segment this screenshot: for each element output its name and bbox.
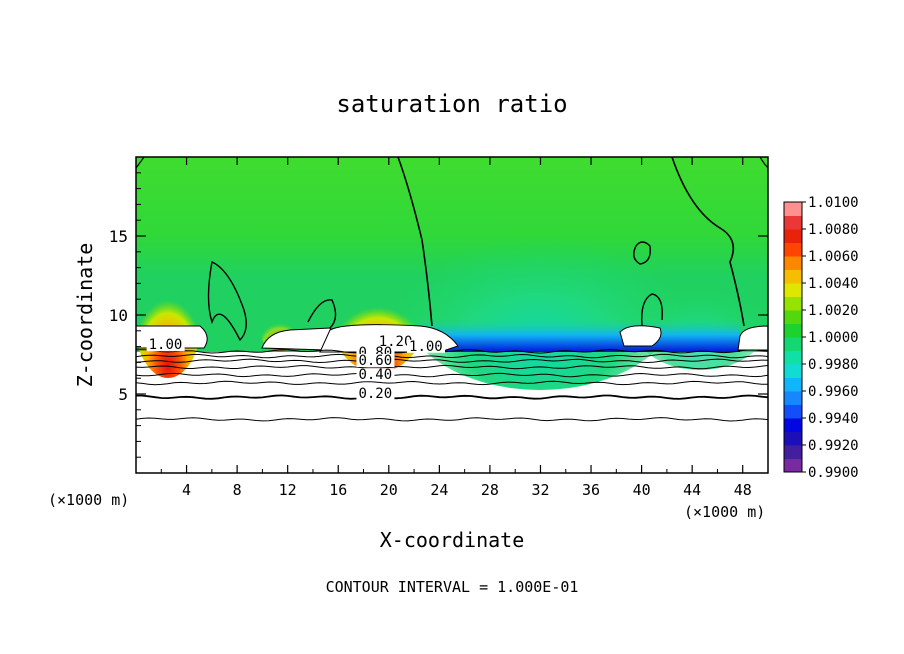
chart-title: saturation ratio (336, 90, 567, 118)
colorbar-swatch-10 (784, 323, 802, 338)
y-tick-label-1: 10 (109, 306, 128, 325)
colorbar-label-1: 1.0080 (808, 222, 859, 238)
colorbar-label-6: 0.9980 (808, 357, 859, 373)
contour-loop-2 (307, 299, 337, 329)
colorbar-label-7: 0.9960 (808, 384, 859, 400)
y-tick-label-2: 15 (109, 227, 128, 246)
contour-level-5 (136, 358, 768, 364)
colorbar-label-2: 1.0060 (808, 249, 859, 265)
contour-label-bg-2 (407, 339, 446, 353)
colorbar-swatch-0 (784, 458, 802, 473)
contour-label-bg-0 (146, 338, 185, 352)
contour-label-2: 1.00 (409, 339, 443, 355)
colorbar-swatch-18 (784, 215, 802, 230)
contour-level-0 (136, 417, 768, 422)
contour-label-5: 0.40 (358, 367, 392, 383)
colorbar-swatch-6 (784, 377, 802, 392)
contour-label-1: 1.20 (379, 334, 413, 350)
colorbar-swatch-4 (784, 404, 802, 419)
x-tick-label-6: 28 (481, 481, 499, 499)
hot-spot-left (136, 258, 202, 378)
colorbar-swatch-7 (784, 364, 802, 378)
x-tick-label-8: 36 (582, 481, 600, 499)
colorbar-labels: 1.0100 1.0080 1.0060 1.0040 1.0020 1.0000 0.99… (802, 195, 859, 481)
colorbar-swatch-3 (784, 418, 802, 432)
x-axis: 4 8 12 16 20 24 28 32 36 40 44 48 (160, 157, 752, 499)
colorbar-swatch-8 (784, 350, 802, 365)
y-tick-label-0: 5 (118, 385, 128, 404)
colorbar-swatch-11 (784, 310, 802, 324)
colorbar-swatch-17 (784, 229, 802, 243)
x-unit-right: (×1000 m) (684, 503, 765, 521)
y-axis-label: Z-coordinate (73, 243, 97, 388)
cloud-region-4 (619, 325, 662, 347)
x-axis-label: X-coordinate (380, 528, 525, 552)
colorbar-label-8: 0.9940 (808, 411, 859, 427)
x-tick-label-4: 20 (380, 481, 398, 499)
colorbar-swatch-14 (784, 269, 802, 284)
cloud-region-5 (737, 325, 768, 351)
blue-band (420, 318, 740, 352)
contour-label-4: 0.60 (358, 353, 392, 369)
colorbar-label-5: 1.0000 (808, 330, 859, 346)
x-tick-label-2: 12 (279, 481, 297, 499)
colorbar-swatch-13 (784, 283, 802, 297)
colorbar-label-0: 1.0100 (808, 195, 859, 211)
colorbar-label-9: 0.9920 (808, 438, 859, 454)
x-tick-label-11: 48 (734, 481, 752, 499)
colorbar-swatch-12 (784, 296, 802, 311)
colorbar-swatch-1 (784, 445, 802, 459)
x-tick-label-5: 24 (430, 481, 448, 499)
contour-line-1 (397, 157, 433, 327)
colorbar-swatch-9 (784, 337, 802, 351)
contour-label-0: 1.00 (149, 337, 183, 353)
colorbar-swatch-5 (784, 391, 802, 405)
colorbar-label-10: 0.9900 (808, 465, 859, 481)
colorbar-swatch-2 (784, 431, 802, 446)
x-tick-label-7: 32 (531, 481, 549, 499)
contour-line-2 (671, 157, 745, 327)
x-tick-label-3: 16 (329, 481, 347, 499)
x-unit-left: (×1000 m) (48, 491, 129, 509)
colorbar-swatch-19 (784, 202, 802, 216)
contour-label-bg-5 (356, 368, 395, 382)
contour-level-1 (136, 394, 768, 400)
x-tick-label-9: 40 (633, 481, 651, 499)
contour-label-bg-1 (376, 335, 415, 349)
contour-label-bg-6 (356, 387, 395, 401)
colorbar-swatch-15 (784, 256, 802, 270)
contour-level-2 (136, 380, 768, 386)
contour-interval-footer: CONTOUR INTERVAL = 1.000E-01 (326, 578, 579, 596)
x-tick-label-1: 8 (233, 481, 242, 499)
colorbar-label-3: 1.0040 (808, 276, 859, 292)
x-tick-label-10: 44 (683, 481, 701, 499)
colorbar-label-4: 1.0020 (808, 303, 859, 319)
contour-loop-4 (641, 293, 663, 327)
contour-level-7 (136, 349, 768, 354)
colorbar-swatch-16 (784, 242, 802, 257)
contour-label-6: 0.20 (358, 386, 392, 402)
contour-loop-1 (207, 260, 247, 342)
lower-contours (136, 349, 768, 422)
contour-level-6 (136, 353, 768, 359)
x-tick-label-0: 4 (182, 481, 191, 499)
contour-label-bg-4 (356, 353, 395, 367)
contour-labels: 1.00 1.201.000.800.600.400.20 (146, 334, 446, 402)
contour-level-4 (136, 364, 768, 370)
contour-loop-3 (633, 241, 651, 265)
colorbar (783, 201, 803, 473)
contour-level-3 (136, 372, 768, 378)
plot-area: 1.00 1.201.000.800.600.400.20 (136, 157, 768, 473)
y-axis: 5 10 15 (109, 172, 768, 458)
